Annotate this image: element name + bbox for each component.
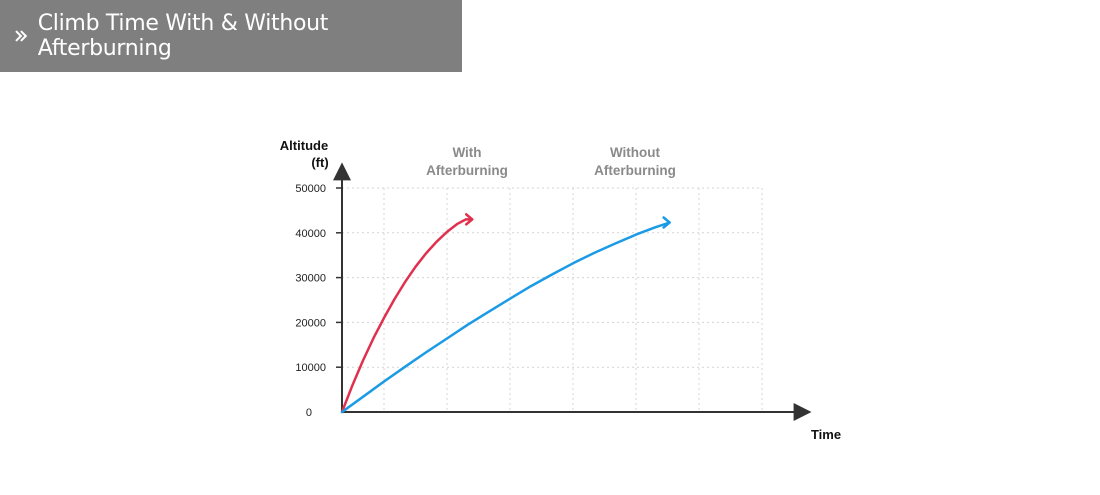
x-axis-label: Time	[811, 427, 841, 442]
y-tick-label: 50000	[295, 183, 326, 195]
series-line-with	[340, 218, 474, 414]
series-label-with: Afterburning	[426, 163, 508, 178]
y-axis-label-unit: (ft)	[311, 155, 328, 170]
page-title: Climb Time With & Without Afterburning	[37, 11, 329, 61]
series-lines	[340, 213, 671, 414]
grid-lines	[342, 187, 763, 412]
y-tick-label: 10000	[295, 362, 326, 374]
series-label-without: Afterburning	[594, 163, 676, 178]
title-banner: Climb Time With & Without Afterburning	[0, 0, 462, 72]
y-tick-label: 40000	[295, 228, 326, 240]
series-line-without	[340, 221, 671, 414]
series-arrow-without	[662, 216, 671, 229]
y-tick-labels: 0 10000 20000 30000 40000 50000	[295, 183, 326, 419]
series-labels: With Afterburning Without Afterburning	[426, 145, 676, 178]
axes: Altitude (ft) Time	[280, 138, 841, 442]
series-label-without: Without	[610, 145, 661, 160]
series-label-with: With	[452, 145, 481, 160]
series-arrow-with	[464, 213, 474, 226]
y-tick-label: 30000	[295, 273, 326, 285]
chevron-right-icon	[15, 30, 28, 42]
y-tick-label: 0	[306, 407, 312, 419]
y-tick-label: 20000	[295, 317, 326, 329]
y-axis-label: Altitude	[280, 138, 328, 153]
